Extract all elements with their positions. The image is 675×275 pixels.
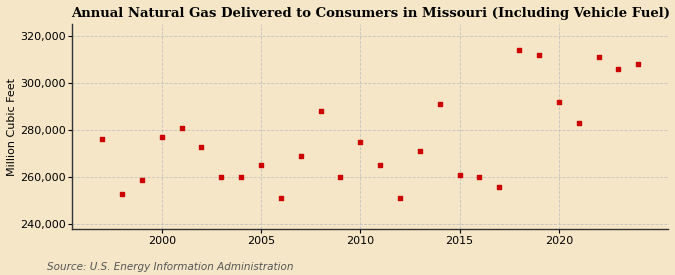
Point <box>176 125 187 130</box>
Point <box>633 62 644 66</box>
Title: Annual Natural Gas Delivered to Consumers in Missouri (Including Vehicle Fuel): Annual Natural Gas Delivered to Consumer… <box>71 7 670 20</box>
Point <box>315 109 326 113</box>
Point <box>275 196 286 201</box>
Point <box>494 185 505 189</box>
Y-axis label: Million Cubic Feet: Million Cubic Feet <box>7 78 17 175</box>
Point <box>256 163 267 168</box>
Point <box>395 196 406 201</box>
Point <box>375 163 385 168</box>
Point <box>454 173 465 177</box>
Point <box>335 175 346 179</box>
Point <box>414 149 425 153</box>
Point <box>117 191 128 196</box>
Point <box>236 175 246 179</box>
Point <box>534 52 545 57</box>
Point <box>136 177 147 182</box>
Point <box>97 137 107 142</box>
Point <box>573 121 584 125</box>
Text: Source: U.S. Energy Information Administration: Source: U.S. Energy Information Administ… <box>47 262 294 272</box>
Point <box>613 67 624 71</box>
Point <box>593 55 604 59</box>
Point <box>514 48 524 52</box>
Point <box>296 154 306 158</box>
Point <box>216 175 227 179</box>
Point <box>554 100 564 104</box>
Point <box>434 102 445 106</box>
Point <box>355 140 366 144</box>
Point <box>474 175 485 179</box>
Point <box>196 144 207 149</box>
Point <box>157 135 167 139</box>
